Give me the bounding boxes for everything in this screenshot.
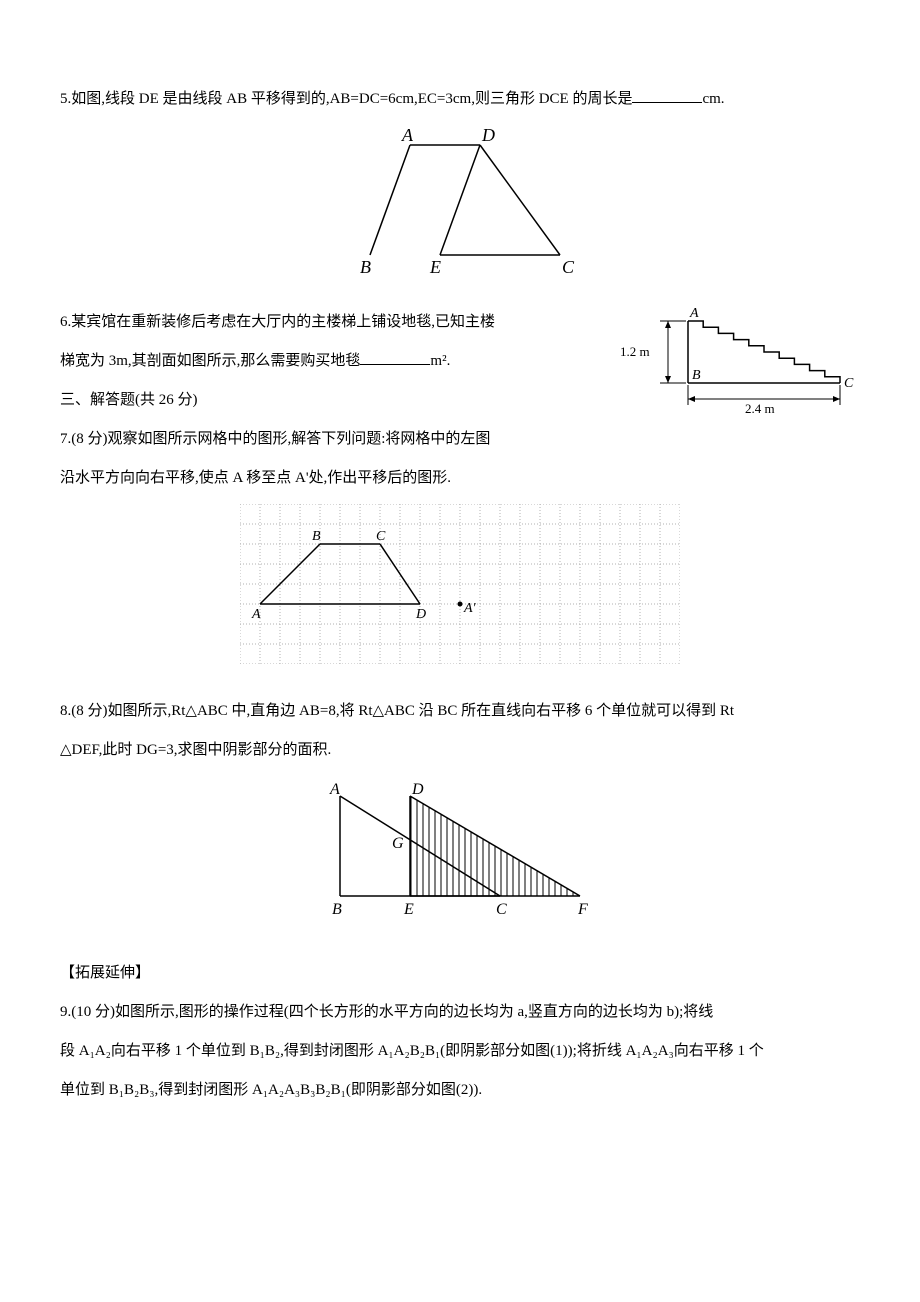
q8-label-E: E [403,901,414,918]
q6-label-C: C [844,376,854,391]
q9-line2: 段 A₁A₂向右平移 1 个单位到 B₁B₂,得到封闭图形 A₁A₂B₂B₁(即… [60,1032,860,1071]
q6-h-label: 1.2 m [620,344,650,359]
q7-label-B: B [312,529,321,544]
q7-label-A: A [251,607,261,622]
q8-line2: △DEF,此时 DG=3,求图中阴影部分的面积. [60,731,860,770]
q5-label-C: C [562,257,575,275]
q8-label-D: D [411,781,424,798]
ext-title: 【拓展延伸】 [60,954,860,993]
q5-text-a: 5.如图,线段 DE 是由线段 AB 平移得到的,AB=DC=6cm,EC=3c… [60,91,632,107]
q5-text: 5.如图,线段 DE 是由线段 AB 平移得到的,AB=DC=6cm,EC=3c… [60,80,860,119]
q6-blank[interactable] [360,349,430,365]
q6-label-A: A [689,306,699,321]
q7-label-C: C [376,529,386,544]
q7-label-D: D [415,607,426,622]
q5-label-D: D [481,125,495,145]
q5-label-E: E [429,257,441,275]
q8-line1: 8.(8 分)如图所示,Rt△ABC 中,直角边 AB=8,将 Rt△ABC 沿… [60,692,860,731]
q8-label-A: A [329,781,340,798]
q6-figure: 1.2 m 2.4 m A B C [610,303,860,439]
q8-figure: A D G B E C F [60,776,860,942]
q6-line2c: . [447,353,451,369]
q6-w-label: 2.4 m [745,401,775,416]
q5-figure: A D B E C [60,125,860,291]
q6-label-B: B [692,368,701,383]
q6-line2b: m² [430,353,446,369]
q5-label-A: A [401,125,414,145]
q9-line3: 单位到 B₁B₂B₃,得到封闭图形 A₁A₂A₃B₃B₂B₁(即阴影部分如图(2… [60,1071,860,1110]
q8-label-B: B [332,901,342,918]
q8-label-C: C [496,901,507,918]
q5-text-b: cm. [702,91,724,107]
q9-line1: 9.(10 分)如图所示,图形的操作过程(四个长方形的水平方向的边长均为 a,竖… [60,993,860,1032]
q6-line2a: 梯宽为 3m,其剖面如图所示,那么需要购买地毯 [60,353,360,369]
q7-line2: 沿水平方向向右平移,使点 A 移至点 A'处,作出平移后的图形. [60,459,860,498]
q8-label-G: G [392,835,404,852]
q5-blank[interactable] [632,87,702,103]
q7-label-Ap: A' [463,601,477,616]
q7-figure: A B C D A' [60,504,860,680]
q5-label-B: B [360,257,371,275]
q8-label-F: F [577,901,588,918]
